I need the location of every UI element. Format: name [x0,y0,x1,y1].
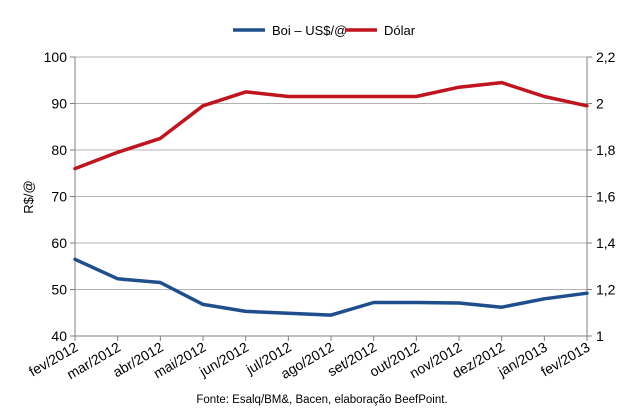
right-tick-label: 1,8 [596,142,616,158]
legend-label: Boi – US$/@ [272,23,347,38]
source-note: Fonte: Esalq/BM&, Bacen, elaboração Beef… [196,394,447,406]
boi-series-line [73,257,589,317]
right-tick-label: 1 [596,328,604,344]
y-axis-title: R$/@ [21,180,36,213]
left-tick-label: 90 [51,96,67,112]
dolar-series-line [73,80,589,171]
legend: Boi – US$/@ Dólar [233,23,416,38]
right-tick-label: 1,2 [596,282,616,298]
left-tick-label: 60 [51,235,67,251]
right-tick-label: 1,6 [596,189,616,205]
series-lines [73,80,589,317]
left-tick-label: 70 [51,189,67,205]
axes [70,56,592,341]
left-tick-label: 40 [51,328,67,344]
right-tick-label: 1,4 [596,235,616,251]
left-tick-label: 50 [51,282,67,298]
right-tick-label: 2,2 [596,49,616,65]
legend-label: Dólar [384,23,416,38]
left-axis-ticks: 40 50 60 70 80 90 100 [44,49,68,344]
right-axis-ticks: 1 1,2 1,4 1,6 1,8 2 2,2 [596,49,616,344]
left-tick-label: 80 [51,142,67,158]
right-tick-label: 2 [596,96,604,112]
left-tick-label: 100 [44,49,68,65]
